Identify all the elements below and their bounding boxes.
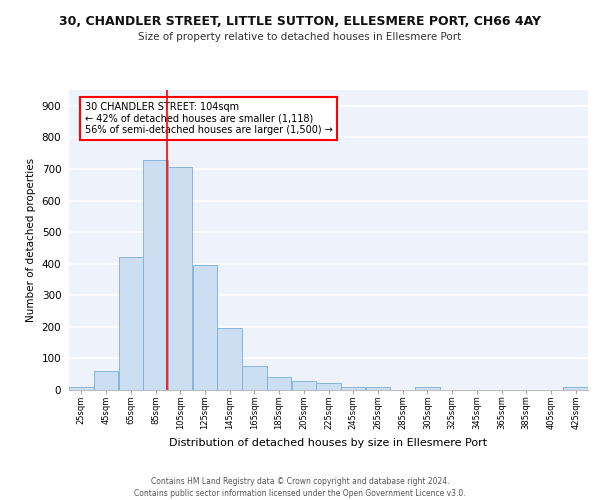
Y-axis label: Number of detached properties: Number of detached properties <box>26 158 36 322</box>
Bar <box>69 387 94 390</box>
Bar <box>316 383 341 390</box>
Bar <box>193 266 217 390</box>
Bar <box>415 388 440 390</box>
Text: Contains HM Land Registry data © Crown copyright and database right 2024.
Contai: Contains HM Land Registry data © Crown c… <box>134 476 466 498</box>
Text: 30, CHANDLER STREET, LITTLE SUTTON, ELLESMERE PORT, CH66 4AY: 30, CHANDLER STREET, LITTLE SUTTON, ELLE… <box>59 15 541 28</box>
Bar <box>267 378 291 390</box>
Bar <box>292 380 316 390</box>
X-axis label: Distribution of detached houses by size in Ellesmere Port: Distribution of detached houses by size … <box>169 438 488 448</box>
Bar <box>217 328 242 390</box>
Bar <box>366 387 390 390</box>
Bar <box>242 366 266 390</box>
Bar <box>563 388 588 390</box>
Text: Size of property relative to detached houses in Ellesmere Port: Size of property relative to detached ho… <box>139 32 461 42</box>
Bar <box>168 166 193 390</box>
Text: 30 CHANDLER STREET: 104sqm
← 42% of detached houses are smaller (1,118)
56% of s: 30 CHANDLER STREET: 104sqm ← 42% of deta… <box>85 102 332 135</box>
Bar <box>143 160 167 390</box>
Bar <box>94 371 118 390</box>
Bar <box>341 387 365 390</box>
Bar <box>119 258 143 390</box>
